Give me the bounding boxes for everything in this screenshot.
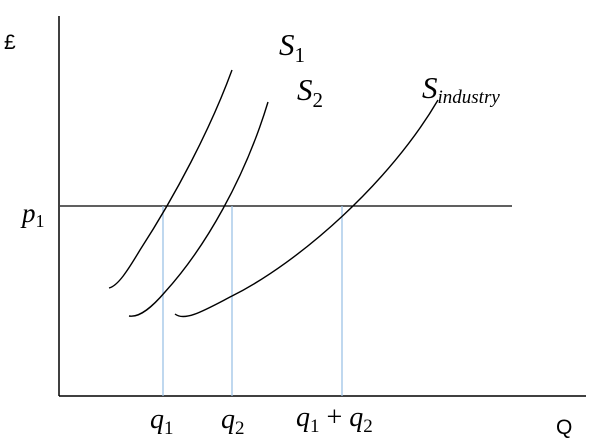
supply-curve-s-industry [174,99,439,318]
quantity-label-q2: q2 [221,404,245,439]
curve-label-s1-subscript: 1 [295,43,306,67]
supply-curve-s2 [128,101,269,317]
x-axis-label: Q [556,416,572,439]
quantity-label-q2-symbol: q [221,404,235,435]
curve-label-s-industry: Sindustry [422,70,500,108]
curve-label-s2: S2 [297,72,323,112]
curve-label-s2-symbol: S [297,72,313,107]
price-symbol: p [20,198,36,228]
curve-label-s-industry-symbol: S [422,70,438,105]
sum-a-subscript: 1 [310,416,320,437]
y-axis-label: £ [4,31,16,54]
sum-a-symbol: q [296,402,310,433]
curve-label-s1-symbol: S [279,27,295,62]
quantity-label-q2-subscript: 2 [235,418,245,439]
curve-label-s2-subscript: 2 [313,88,324,112]
quantity-label-q1-plus-q2: q1 + q2 [296,402,373,437]
sum-b-subscript: 2 [363,416,373,437]
price-label: p1 [20,198,45,231]
sum-b-symbol: q [349,402,363,433]
supply-curve-s1 [108,69,233,289]
quantity-label-q1: q1 [150,404,174,439]
curve-label-s1: S1 [279,27,305,67]
sum-operator: + [320,402,350,433]
quantity-label-q1-symbol: q [150,404,164,435]
quantity-label-q1-subscript: 1 [164,418,174,439]
price-subscript: 1 [36,211,45,231]
curve-label-s-industry-subscript: industry [438,87,501,108]
